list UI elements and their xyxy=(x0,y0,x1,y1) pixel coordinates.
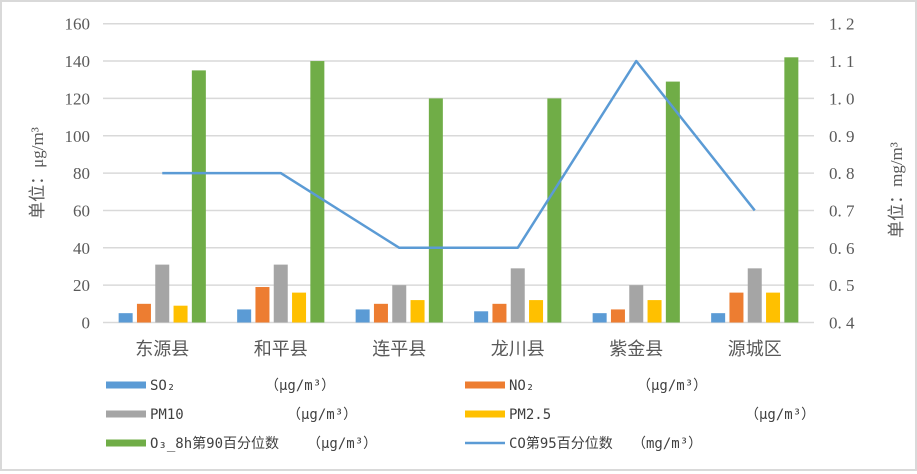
bar xyxy=(766,292,781,323)
bar xyxy=(392,285,407,323)
left-tick-label: 40 xyxy=(73,239,90,258)
right-tick-label: 0. 4 xyxy=(829,314,855,333)
bar xyxy=(592,313,607,323)
right-tick-label: 1. 0 xyxy=(829,89,855,108)
legend-label: PM10 xyxy=(150,407,184,423)
left-tick-label: 120 xyxy=(65,89,91,108)
bar xyxy=(410,300,425,323)
legend-label: CO第95百分位数 xyxy=(509,435,613,452)
right-tick-label: 1. 2 xyxy=(829,15,855,34)
bar-series xyxy=(118,57,799,323)
bar-group xyxy=(118,70,206,323)
category-label: 和平县 xyxy=(254,339,308,359)
legend-unit: （μg/m³） xyxy=(637,378,707,394)
right-tick-label: 1. 1 xyxy=(829,52,855,71)
legend-unit: （μg/m³） xyxy=(287,407,357,423)
right-tick-label: 0. 5 xyxy=(829,276,855,295)
legend-swatch xyxy=(465,410,505,418)
bar xyxy=(492,303,507,323)
bar xyxy=(255,287,270,323)
bar xyxy=(155,264,170,323)
bar-group xyxy=(237,61,325,323)
left-tick-label: 140 xyxy=(65,52,91,71)
right-tick-label: 0. 8 xyxy=(829,164,855,183)
bar xyxy=(373,303,388,323)
legend-item: PM10 （μg/m³） xyxy=(106,407,357,423)
legend-label: O₃_8h第90百分位数 xyxy=(150,435,279,452)
right-tick-label: 0. 7 xyxy=(829,201,855,220)
left-axis-ticks: 0 20 40 60 80 100 120 140 160 xyxy=(65,15,91,333)
legend-label: PM2.5 xyxy=(509,407,551,423)
bar-group xyxy=(711,57,799,323)
bar xyxy=(547,98,562,323)
right-axis-title: 单位：mg/m³ xyxy=(887,142,906,238)
left-tick-label: 80 xyxy=(73,164,90,183)
bar-group xyxy=(355,98,443,323)
legend: SO₂ （μg/m³） NO₂ （μg/m³） PM10 （μg/m³） PM2.5 （μg/… xyxy=(106,378,815,452)
left-axis-title: 单位：μg/m³ xyxy=(28,127,47,219)
left-tick-label: 160 xyxy=(65,15,91,34)
category-axis-labels: 东源县 和平县 连平县 龙川县 紫金县 源城区 xyxy=(135,339,782,359)
co-line xyxy=(162,59,756,250)
bar xyxy=(474,311,489,323)
bar xyxy=(610,309,625,323)
category-label: 连平县 xyxy=(372,339,426,359)
bar xyxy=(510,268,525,323)
category-label: 源城区 xyxy=(728,339,782,359)
bar xyxy=(136,303,151,323)
legend-item: SO₂ （μg/m³） xyxy=(106,378,335,394)
bar xyxy=(191,70,206,323)
bar xyxy=(355,309,370,323)
legend-unit: （μg/m³） xyxy=(307,436,377,452)
legend-unit: （μg/m³） xyxy=(745,407,815,423)
left-tick-label: 20 xyxy=(73,276,90,295)
category-label: 东源县 xyxy=(135,339,189,359)
bar-group xyxy=(474,98,562,323)
category-label: 龙川县 xyxy=(491,339,545,359)
legend-swatch xyxy=(106,439,146,447)
bar xyxy=(428,98,443,323)
bar xyxy=(711,313,726,323)
co-line-series xyxy=(162,59,756,250)
bar xyxy=(529,300,544,323)
bar xyxy=(629,285,644,323)
right-tick-label: 0. 6 xyxy=(829,239,855,258)
legend-item: CO第95百分位数 （mg/m³） xyxy=(465,435,702,452)
left-tick-label: 100 xyxy=(65,127,91,146)
right-axis-ticks: 0. 4 0. 5 0. 6 0. 7 0. 8 0. 9 1. 0 1. 1 1. 2 xyxy=(829,15,855,333)
legend-label: SO₂ xyxy=(150,378,175,394)
right-tick-label: 0. 9 xyxy=(829,127,855,146)
legend-label: NO₂ xyxy=(509,378,534,394)
legend-item: NO₂ （μg/m³） xyxy=(465,378,707,394)
bar-group xyxy=(592,81,680,323)
bar xyxy=(173,305,188,323)
legend-swatch xyxy=(106,410,146,418)
legend-swatch xyxy=(465,381,505,389)
bar xyxy=(273,264,288,323)
legend-swatch xyxy=(106,381,146,389)
bar xyxy=(292,292,307,323)
bar xyxy=(118,313,133,323)
category-label: 紫金县 xyxy=(609,339,663,359)
bar xyxy=(647,300,662,323)
bar xyxy=(747,268,762,323)
legend-item: PM2.5 （μg/m³） xyxy=(465,407,815,423)
bar xyxy=(237,309,252,323)
legend-unit: （μg/m³） xyxy=(265,378,335,394)
left-tick-label: 60 xyxy=(73,201,90,220)
bar xyxy=(310,61,325,323)
bar xyxy=(729,292,744,323)
bar xyxy=(665,81,680,323)
left-tick-label: 0 xyxy=(82,314,91,333)
bar xyxy=(784,57,799,323)
legend-item: O₃_8h第90百分位数 （μg/m³） xyxy=(106,435,377,452)
legend-unit: （mg/m³） xyxy=(632,436,702,452)
